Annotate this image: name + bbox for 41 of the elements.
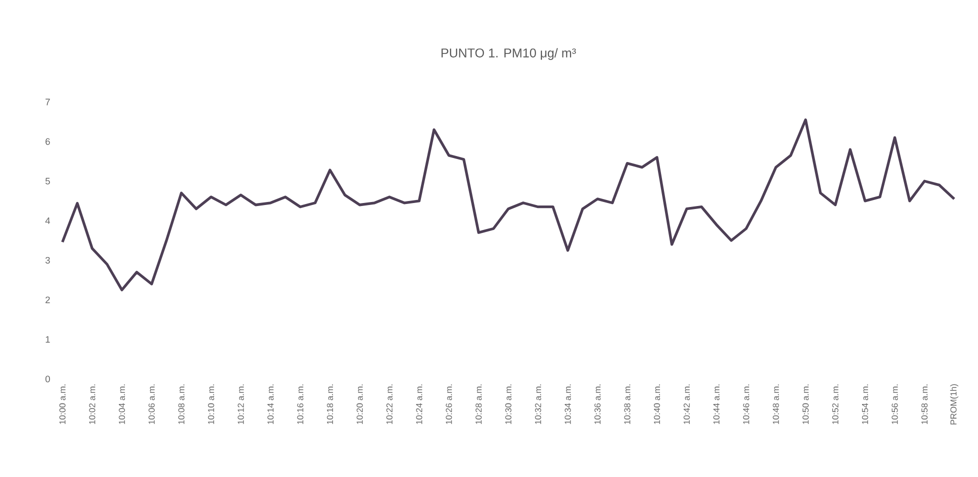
x-tick-label: 10:40 a.m. xyxy=(654,384,660,424)
x-tick-label: 10:26 a.m. xyxy=(446,384,452,424)
x-tick-label: 10:58 a.m. xyxy=(921,384,928,424)
y-tick-label: 5 xyxy=(45,178,50,184)
y-tick-label: 4 xyxy=(45,217,50,224)
x-tick-label: 10:00 a.m. xyxy=(59,384,66,424)
x-tick-label: 10:22 a.m. xyxy=(386,384,392,424)
x-tick-label: 10:02 a.m. xyxy=(89,384,96,424)
x-tick-label: 10:18 a.m. xyxy=(326,384,334,424)
x-tick-label: 10:52 a.m. xyxy=(832,384,838,424)
line-series xyxy=(61,118,956,292)
y-tick-label: 1 xyxy=(46,336,50,343)
y-tick-label: 0 xyxy=(45,376,50,382)
y-tick-label: 7 xyxy=(46,98,50,106)
x-tick-label: 10:24 a.m. xyxy=(416,384,422,424)
x-tick-label: 10:34 a.m. xyxy=(564,384,571,424)
y-tick-label: 3 xyxy=(45,256,50,264)
x-tick-label: PROM(1h) xyxy=(950,384,958,424)
x-tick-label: 10:04 a.m. xyxy=(118,384,125,424)
y-tick-label: 6 xyxy=(46,138,50,145)
x-tick-label: 10:06 a.m. xyxy=(148,384,155,424)
x-tick-label: 10:14 a.m. xyxy=(267,384,274,424)
x-tick-label: 10:32 a.m. xyxy=(535,384,542,424)
x-tick-label: 10:30 a.m. xyxy=(505,384,512,424)
x-tick-label: 10:12 a.m. xyxy=(238,384,244,424)
x-tick-label: 10:10 a.m. xyxy=(208,384,214,424)
x-tick-label: 10:44 a.m. xyxy=(713,384,720,424)
x-tick-label: 10:50 a.m. xyxy=(802,384,809,424)
x-tick-label: 10:20 a.m. xyxy=(356,384,363,424)
x-tick-label: 10:54 a.m. xyxy=(862,384,868,424)
chart-title: PUNTO 1. PM10 μg/ m³ xyxy=(442,48,576,60)
x-tick-label: 10:42 a.m. xyxy=(684,384,690,424)
x-tick-label: 10:36 a.m. xyxy=(594,384,601,424)
x-tick-label: 10:38 a.m. xyxy=(624,384,630,424)
x-tick-label: 10:16 a.m. xyxy=(297,384,304,424)
x-tick-label: 10:56 a.m. xyxy=(892,384,898,424)
x-tick-label: 10:08 a.m. xyxy=(178,384,184,424)
y-tick-label: 2 xyxy=(46,296,50,304)
x-tick-label: 10:28 a.m. xyxy=(476,384,482,424)
x-tick-label: 10:48 a.m. xyxy=(772,384,779,424)
x-tick-label: 10:46 a.m. xyxy=(743,384,750,424)
